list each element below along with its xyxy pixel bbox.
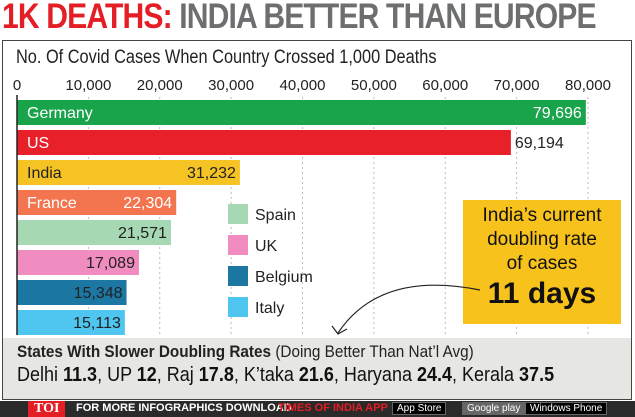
states-title: States With Slower Doubling Rates (17, 342, 272, 361)
bar-us (17, 130, 511, 155)
states-panel: States With Slower Doubling Rates (Doing… (2, 338, 632, 400)
value-label: 15,348 (74, 285, 123, 302)
value-label: 22,304 (123, 195, 172, 212)
value-label: 15,113 (73, 315, 121, 332)
x-tick-label: 80,000 (565, 77, 611, 94)
x-tick-label: 50,000 (351, 77, 397, 94)
bar-spain (17, 220, 171, 245)
toi-logo: TOI (28, 401, 66, 417)
headline-red: 1K DEATHS: (2, 0, 173, 36)
bar-france (17, 190, 177, 215)
windows-phone-badge[interactable]: Windows Phone (525, 402, 608, 415)
google-play-badge[interactable]: Google play (462, 402, 526, 415)
legend-swatch (228, 266, 248, 286)
x-tick-label: 40,000 (280, 77, 326, 94)
legend-swatch (228, 204, 248, 224)
chart-title: No. Of Covid Cases When Country Crossed … (16, 47, 437, 68)
bar-chart: 0 10,000 20,000 30,000 40,000 50,000 60,000 70,… (13, 77, 611, 335)
state-name: , K’taka (233, 364, 299, 386)
chart-panel (2, 40, 632, 340)
state-doubling-rate: 11.3 (63, 364, 98, 386)
category-label: Germany (27, 105, 93, 122)
value-label: 21,571 (118, 225, 167, 242)
state-doubling-rate: 37.5 (519, 364, 555, 386)
x-tick-label: 0 (13, 77, 21, 94)
value-label: 17,089 (86, 255, 135, 272)
x-tick-label: 30,000 (208, 77, 254, 94)
value-label: 31,232 (187, 165, 236, 182)
headline-gray: INDIA BETTER THAN EUROPE (179, 0, 596, 36)
headline: 1K DEATHS: INDIA BETTER THAN EUROPE (2, 0, 597, 37)
footer: TOI FOR MORE INFOGRAPHICS DOWNLOAD TIMES… (0, 401, 635, 417)
value-label: 79,696 (533, 105, 582, 122)
callout-line1: India’s current (482, 205, 602, 226)
state-name: Delhi (17, 364, 64, 386)
bar-italy (17, 310, 125, 335)
value-label: 69,194 (515, 135, 564, 152)
legend-swatch (228, 235, 248, 255)
bar-germany (17, 100, 586, 125)
category-label: India (27, 165, 62, 182)
state-name: , UP (97, 364, 137, 386)
legend-swatch (228, 297, 248, 317)
state-doubling-rate: 21.6 (298, 364, 334, 386)
states-note: (Doing Better Than Nat’l Avg) (275, 342, 474, 361)
app-store-badge[interactable]: App Store (392, 402, 447, 415)
doubling-rate-callout: India’s current doubling rate of cases 1… (463, 200, 621, 324)
legend-label: Spain (255, 207, 296, 224)
legend-label: UK (255, 238, 278, 255)
x-tick-label: 70,000 (494, 77, 540, 94)
callout-line3: of cases (506, 253, 578, 274)
legend-label: Belgium (255, 269, 313, 286)
state-doubling-rate: 24.4 (416, 364, 453, 386)
callout-line2: doubling rate (487, 229, 597, 250)
states-list: Delhi 11.3, UP 12, Raj 17.8, K’taka 21.6… (17, 364, 557, 387)
state-doubling-rate: 12 (136, 364, 157, 386)
bar-india (17, 160, 240, 185)
callout-value: 11 days (487, 277, 597, 310)
bar-uk (17, 250, 139, 275)
legend-label: Italy (255, 300, 284, 317)
state-name: , Raj (156, 364, 199, 386)
state-doubling-rate: 17.8 (198, 364, 234, 386)
footer-app-text: TIMES OF INDIA APP (278, 402, 388, 414)
state-name: , Haryana (333, 364, 417, 386)
x-tick-label: 20,000 (137, 77, 183, 94)
footer-text: FOR MORE INFOGRAPHICS DOWNLOAD (76, 402, 292, 414)
bar-belgium (17, 280, 127, 305)
x-tick-label: 10,000 (65, 77, 111, 94)
x-tick-label: 60,000 (422, 77, 468, 94)
category-label: France (27, 195, 77, 212)
category-label: US (27, 135, 49, 152)
state-name: , Kerala (452, 364, 520, 386)
